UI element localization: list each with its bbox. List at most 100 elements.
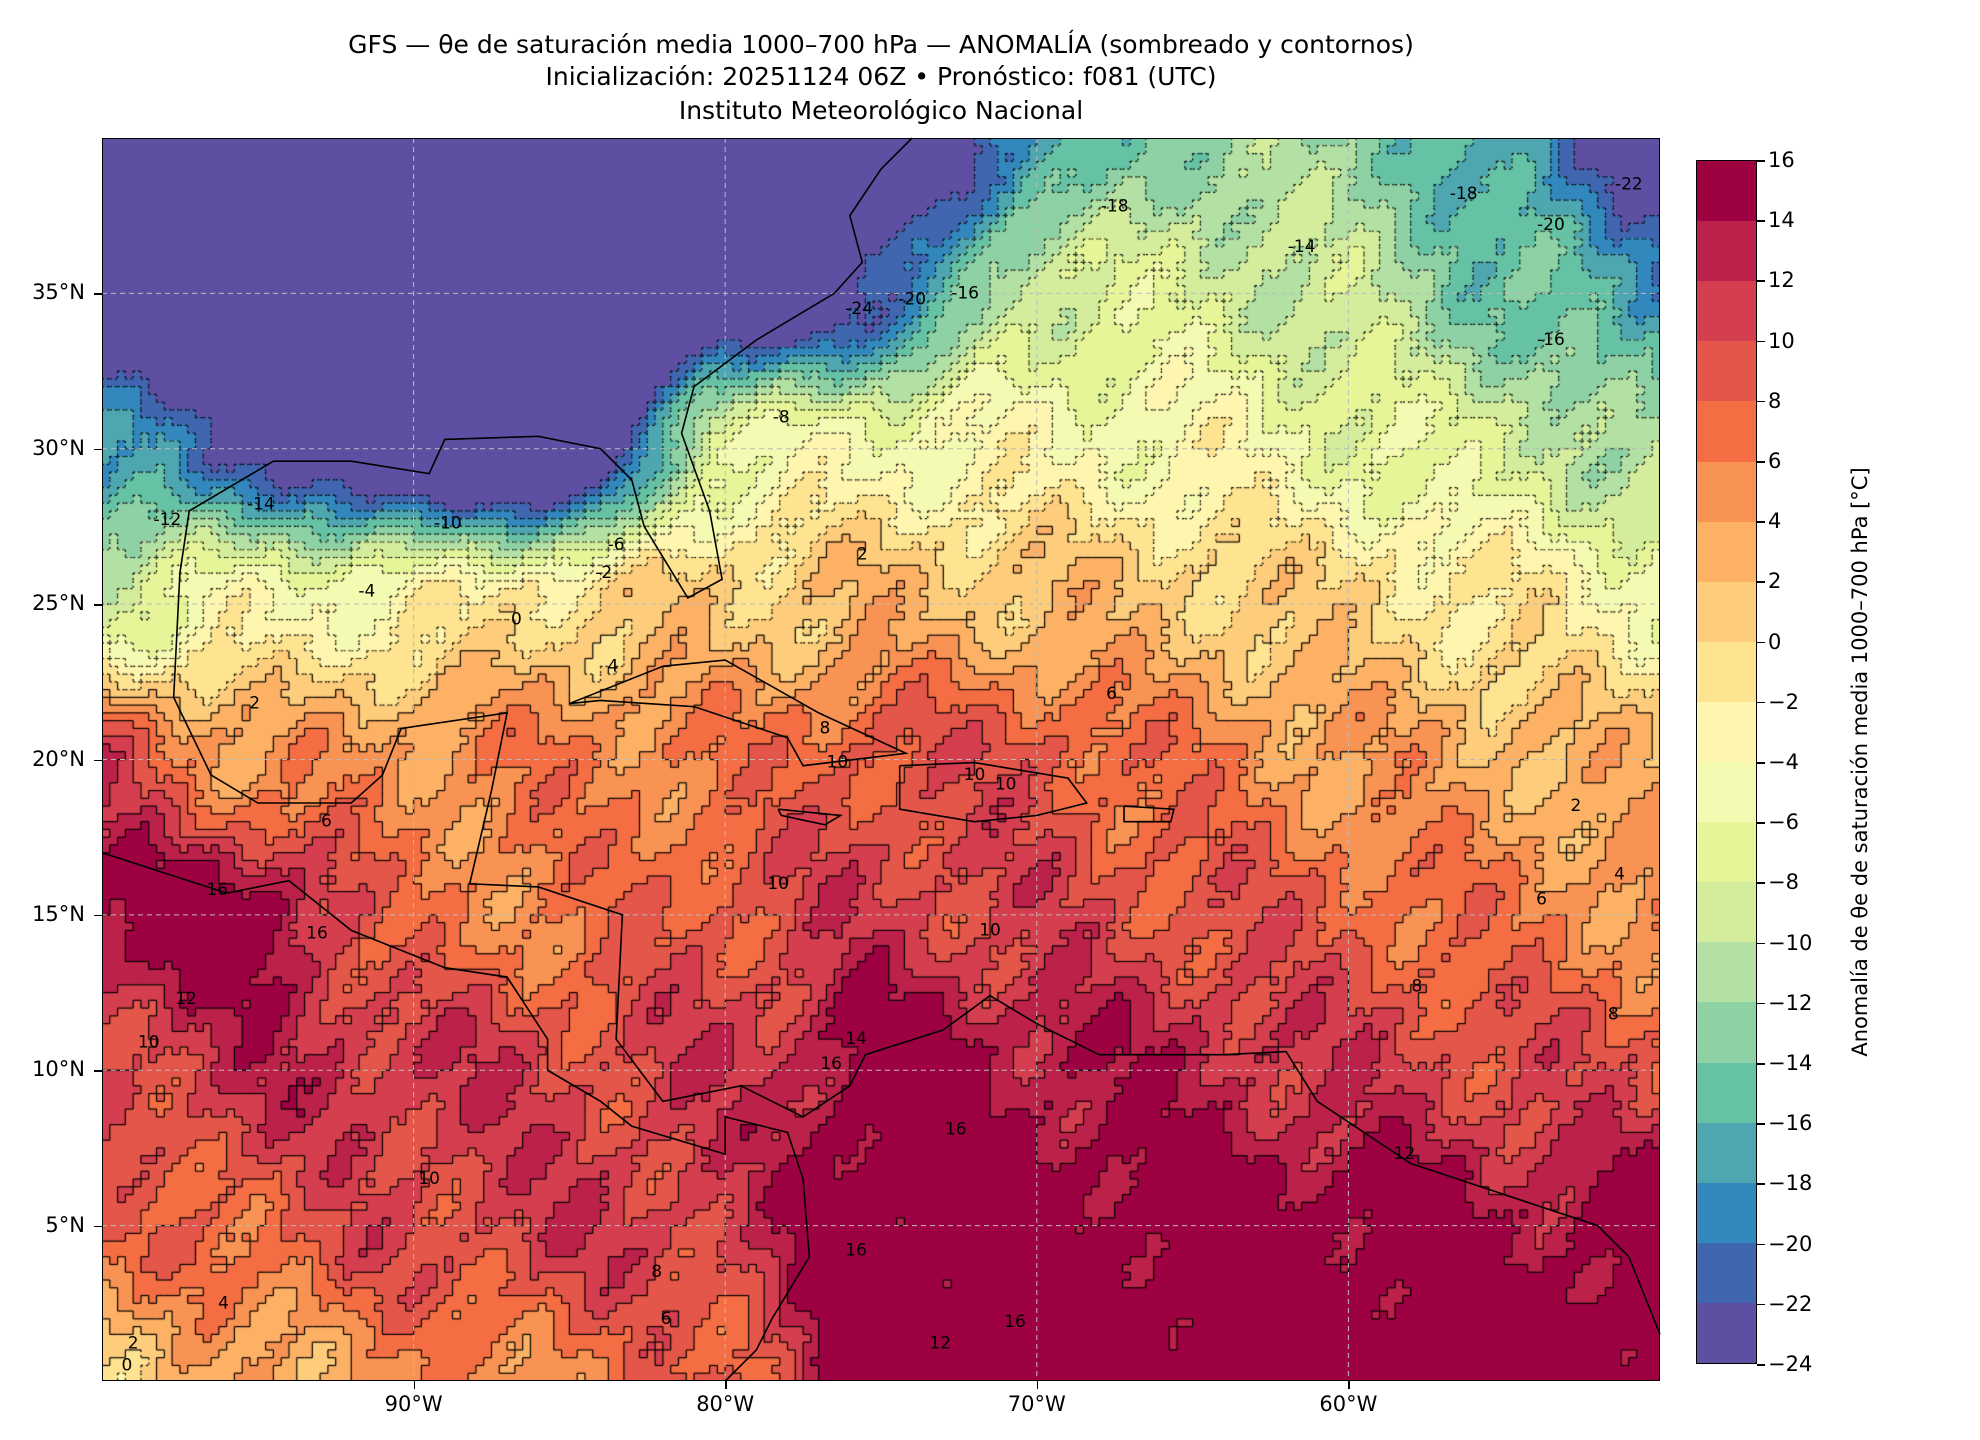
y-tick-mark [94, 759, 102, 761]
colorbar-tick-mark [1757, 822, 1765, 824]
contour-label: 10 [138, 1032, 160, 1052]
coastline [777, 808, 843, 826]
map-overlay: -18-18-20-22-14-16-24 -20 -16-8-12-14-10-6… [101, 137, 1661, 1382]
contour-label: 0 [122, 1355, 133, 1375]
contour-label: 12 [1394, 1144, 1416, 1164]
colorbar-tick-label: 16 [1768, 148, 1795, 172]
contour-label: 4 [608, 656, 619, 676]
colorbar-swatch [1697, 1062, 1756, 1123]
colorbar-swatch [1697, 882, 1756, 943]
contour-label: 10 [827, 753, 849, 773]
colorbar-swatch [1697, 521, 1756, 582]
colorbar-tick-mark [1757, 160, 1765, 162]
colorbar [1696, 160, 1757, 1364]
colorbar-tick-label: 14 [1768, 208, 1795, 233]
colorbar-swatch [1697, 1302, 1756, 1363]
y-tick-mark [94, 604, 102, 606]
y-tick-label: 20°N [32, 746, 85, 771]
contour-label: -20 [1537, 215, 1565, 235]
contour-label: 8 [1412, 976, 1423, 996]
contour-label: 10 [418, 1169, 440, 1189]
colorbar-tick-mark [1757, 641, 1765, 644]
coastline [898, 761, 1089, 823]
contour-label: 12 [175, 989, 197, 1009]
contour-label: 16 [1004, 1312, 1026, 1332]
contour-label: 8 [819, 718, 830, 738]
colorbar-tick-label: −8 [1768, 870, 1799, 895]
x-tick-mark [725, 1381, 727, 1389]
contour-label: 16 [206, 880, 228, 900]
x-tick-label: 90°W [384, 1392, 443, 1416]
colorbar-tick-label: 10 [1768, 328, 1795, 353]
x-tick-label: 80°W [696, 1392, 755, 1416]
y-tick-mark [94, 1225, 102, 1228]
colorbar-tick-label: −22 [1768, 1291, 1813, 1316]
colorbar-tick-mark [1757, 521, 1765, 523]
colorbar-tick-label: −6 [1768, 810, 1799, 835]
colorbar-swatch [1697, 281, 1756, 342]
y-tick-mark [94, 293, 102, 295]
contour-label: 10 [767, 874, 789, 894]
colorbar-swatch [1697, 822, 1756, 883]
x-tick-mark [413, 1381, 416, 1389]
contour-label: 4 [1614, 864, 1625, 884]
contour-label: 4 [218, 1293, 229, 1313]
colorbar-tick-label: 2 [1768, 569, 1782, 594]
contour-label: 10 [979, 920, 1001, 940]
colorbar-tick-mark [1757, 942, 1765, 945]
colorbar-swatch [1697, 1122, 1756, 1183]
contour-label: 2 [249, 694, 260, 714]
colorbar-tick-mark [1757, 1364, 1765, 1366]
colorbar-swatch [1697, 942, 1756, 1003]
contour-label: 14 [845, 1029, 867, 1049]
colorbar-tick-mark [1757, 1303, 1765, 1306]
contour-label: 6 [661, 1309, 672, 1329]
contour-label: -10 [434, 513, 462, 533]
coastline [101, 851, 811, 1382]
colorbar-swatch [1697, 161, 1756, 222]
y-tick-mark [94, 448, 102, 451]
colorbar-tick-mark [1757, 280, 1765, 282]
contour-label: -14 [247, 495, 275, 515]
colorbar-tick-label: 8 [1768, 388, 1782, 413]
contour-label: -18 [1101, 196, 1129, 216]
x-tick-mark [1348, 1381, 1350, 1389]
contour-label: 0 [511, 610, 522, 630]
contour-label: 2 [1570, 796, 1581, 816]
x-tick-label: 70°W [1007, 1392, 1066, 1416]
map-axes: -18 -18 -20 -22 -14 -16 -24 -20 -16 -8 -12 -14 -10 -6… [101, 137, 1661, 1382]
chart-subtitle-institution: Instituto Meteorológico Nacional [678, 96, 1084, 125]
colorbar-tick-mark [1757, 220, 1765, 222]
contour-label: 16 [306, 924, 328, 944]
colorbar-swatch [1697, 221, 1756, 282]
coastline [172, 573, 1661, 1335]
colorbar-tick-mark [1757, 581, 1765, 583]
contour-label: 8 [651, 1262, 662, 1282]
colorbar-tick-label: 0 [1768, 629, 1782, 654]
colorbar-tick-label: −16 [1768, 1111, 1813, 1136]
colorbar-swatch [1697, 641, 1756, 702]
y-tick-label: 30°N [32, 435, 85, 460]
contour-label: 6 [1106, 684, 1117, 704]
contour-label: 16 [820, 1054, 842, 1074]
contour-label: -4 [358, 582, 375, 602]
contour-label: -16 [1537, 330, 1565, 350]
contour-label: -16 [951, 283, 979, 303]
contour-label: 16 [945, 1119, 967, 1139]
colorbar-swatch [1697, 1002, 1756, 1063]
contour-label: -18 [1450, 184, 1478, 204]
colorbar-swatch [1697, 701, 1756, 762]
coastline [569, 659, 909, 767]
contour-label: -6 [608, 535, 625, 555]
y-tick-label: 35°N [32, 280, 85, 305]
colorbar-tick-label: −10 [1768, 930, 1813, 955]
contour-label: 12 [929, 1334, 951, 1354]
colorbar-tick-mark [1757, 701, 1765, 704]
contour-label: -24 [845, 299, 873, 319]
colorbar-tick-mark [1757, 1002, 1765, 1005]
colorbar-tick-mark [1757, 1123, 1765, 1125]
contour-label: 10 [995, 774, 1017, 794]
colorbar-tick-mark [1757, 340, 1765, 343]
colorbar-tick-mark [1757, 461, 1765, 463]
contour-label: -14 [1288, 237, 1316, 257]
